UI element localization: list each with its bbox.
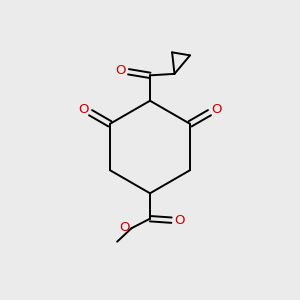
Text: O: O xyxy=(115,64,125,77)
Text: O: O xyxy=(175,214,185,227)
Text: O: O xyxy=(212,103,222,116)
Text: O: O xyxy=(119,221,129,234)
Text: O: O xyxy=(78,103,88,116)
